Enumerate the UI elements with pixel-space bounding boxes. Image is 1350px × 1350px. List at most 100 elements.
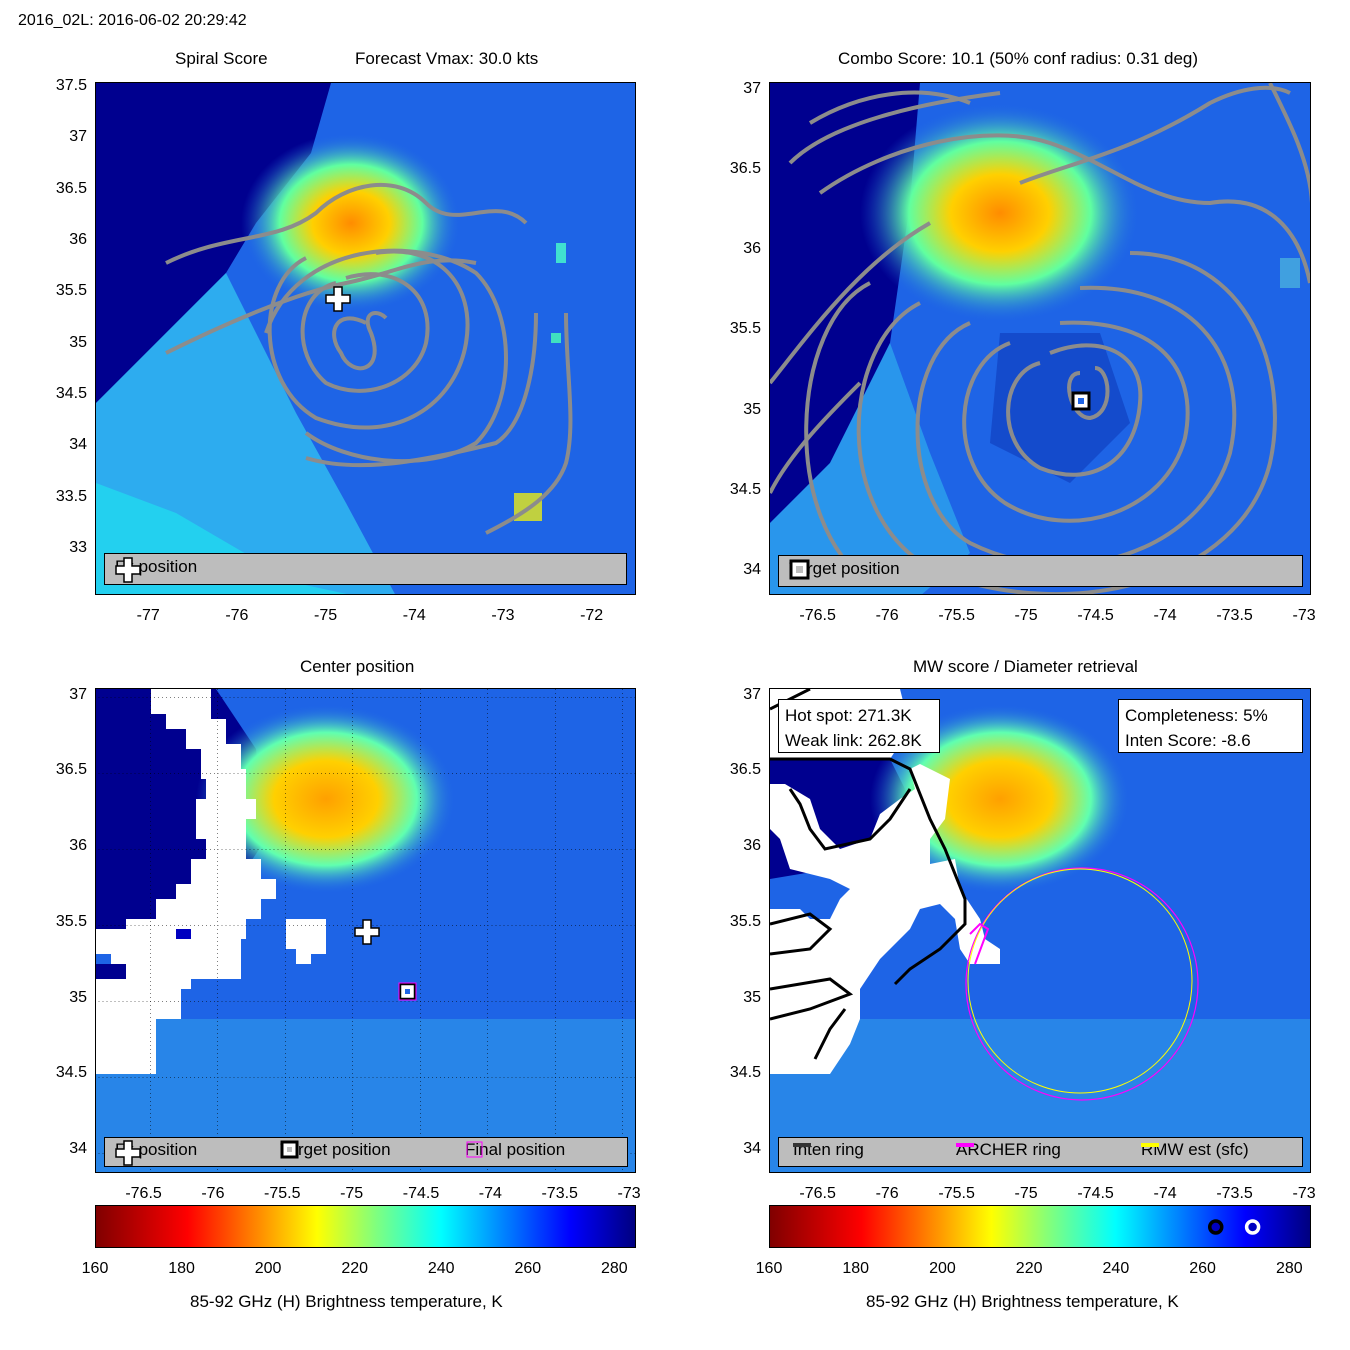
spiral-legend: Fx position (104, 553, 627, 585)
colorbar-tick-label: 260 (514, 1260, 542, 1277)
fx-plus-icon (115, 1140, 141, 1166)
y-tick-label: 36.5 (55, 761, 87, 779)
x-tick-label: -75.5 (938, 607, 975, 624)
hot-spot-value: Hot spot: 271.3K (785, 706, 912, 725)
combo-score-plot: Target position (769, 82, 1311, 595)
colorbar-tick-label: 220 (341, 1260, 369, 1277)
land-mask (770, 764, 1000, 1074)
y-tick-label: 35 (743, 400, 761, 418)
y-tick-label: 34.5 (729, 480, 761, 498)
hot-spot-marker (1244, 1219, 1261, 1235)
mw-panel-title: MW score / Diameter retrieval (913, 657, 1138, 676)
archer-ring (965, 867, 1199, 1101)
x-tick-label: -75 (1014, 1185, 1038, 1202)
colorbar-label-left: 85-92 GHz (H) Brightness temperature, K (190, 1292, 503, 1311)
figure-title: 2016_02L: 2016-06-02 20:29:42 (18, 12, 247, 29)
completeness-value: Completeness: 5% (1125, 706, 1268, 725)
center-target-marker (398, 982, 417, 1001)
y-tick-label: 34 (743, 1140, 761, 1158)
x-tick-label: -75 (314, 607, 338, 624)
colorbar-tick-label: 220 (1015, 1260, 1043, 1277)
y-tick-label: 34.5 (55, 384, 87, 402)
y-tick-label: 37 (743, 80, 761, 98)
legend-archer-label: ARCHER ring (956, 1140, 1061, 1159)
legend-final-label: Final position (465, 1140, 566, 1159)
x-tick-label: -72 (580, 607, 604, 624)
x-tick-label: -74 (478, 1185, 502, 1202)
x-tick-label: -73 (617, 1185, 641, 1202)
x-tick-label: -74.5 (402, 1185, 440, 1202)
colorbar-tick-label: 160 (755, 1260, 783, 1277)
colorbar-markers (1207, 1219, 1261, 1235)
y-tick-label: 35.5 (55, 282, 87, 300)
archer-ring-swatch-icon (956, 1143, 974, 1147)
target-square-icon (789, 559, 810, 580)
fx-position-marker (325, 286, 351, 312)
colorbar-tick-label: 260 (1189, 1260, 1216, 1277)
spiral-score-plot: Fx position (95, 82, 636, 595)
colorbar-tick-label: 200 (929, 1260, 956, 1277)
rmw-est-ring (967, 868, 1193, 1094)
center-fx-marker (354, 919, 380, 945)
mw-score-map (770, 689, 1310, 1172)
y-tick-label: 34.5 (55, 1064, 87, 1082)
y-tick-label: 35 (743, 988, 761, 1006)
colorbar-tick-label: 180 (168, 1260, 195, 1277)
center-position-plot: Fx position Target position Final positi… (95, 688, 636, 1173)
y-tick-label: 36.5 (55, 179, 87, 197)
x-tick-label: -73 (491, 607, 515, 624)
y-tick-label: 35.5 (55, 912, 87, 930)
colorbar-label-right: 85-92 GHz (H) Brightness temperature, K (866, 1292, 1179, 1311)
y-tick-label: 34.5 (729, 1064, 761, 1082)
x-tick-label: -73.5 (1216, 1185, 1253, 1202)
x-tick-label: -77 (136, 607, 160, 624)
y-tick-label: 35.5 (729, 320, 761, 338)
y-tick-label: 33 (69, 538, 87, 556)
x-tick-label: -75 (1014, 607, 1038, 624)
x-tick-label: -74 (1153, 1185, 1177, 1202)
y-tick-label: 37.5 (55, 77, 87, 95)
legend-rmw-label: RMW est (sfc) (1141, 1140, 1249, 1159)
target-position-marker (1071, 391, 1091, 411)
target-square-icon (280, 1140, 299, 1159)
x-tick-label: -76 (875, 1185, 899, 1202)
rmw-ring-swatch-icon (1141, 1143, 1159, 1147)
x-tick-label: -76.5 (799, 607, 836, 624)
x-tick-label: -75.5 (938, 1185, 975, 1202)
y-tick-label: 34 (743, 560, 761, 578)
center-panel-title: Center position (300, 657, 415, 676)
y-tick-label: 36 (69, 837, 87, 855)
combo-contours (770, 83, 1310, 594)
x-tick-label: -74.5 (1077, 607, 1114, 624)
x-tick-label: -74.5 (1077, 1185, 1114, 1202)
x-tick-label: -75.5 (264, 1185, 301, 1202)
y-tick-label: 37 (69, 128, 87, 146)
final-square-icon (466, 1141, 483, 1158)
x-tick-label: -76.5 (125, 1185, 162, 1202)
x-tick-label: -75 (340, 1185, 364, 1202)
weak-link-marker (1207, 1219, 1224, 1235)
combo-panel-title: Combo Score: 10.1 (50% conf radius: 0.31… (838, 49, 1199, 68)
y-tick-label: 34 (69, 436, 87, 454)
combo-score-map (770, 83, 1310, 594)
y-tick-label: 33.5 (55, 487, 87, 505)
mw-score-plot: Hot spot: 271.3K Weak link: 262.8K Compl… (769, 688, 1311, 1173)
inten-score-value: Inten Score: -8.6 (1125, 731, 1251, 750)
x-tick-label: -73 (1292, 607, 1316, 624)
x-tick-label: -73 (1292, 1185, 1316, 1202)
y-tick-label: 36 (69, 231, 87, 249)
x-tick-label: -74 (1153, 607, 1177, 624)
legend-target-label: Target position (280, 1140, 391, 1159)
mw-info-right: Completeness: 5% Inten Score: -8.6 (1118, 699, 1303, 753)
x-tick-label: -76 (201, 1185, 225, 1202)
y-tick-label: 36 (743, 240, 761, 258)
weak-link-value: Weak link: 262.8K (785, 731, 922, 750)
y-tick-label: 34 (69, 1140, 87, 1158)
mw-legend: Inten ring ARCHER ring RMW est (sfc) (778, 1137, 1303, 1167)
x-tick-label: -76.5 (799, 1185, 836, 1202)
colorbar-tick-label: 280 (601, 1260, 628, 1277)
spiral-contours (165, 182, 573, 535)
y-tick-label: 35 (69, 988, 87, 1006)
y-tick-label: 35.5 (729, 912, 761, 930)
spiral-panel-vmax: Forecast Vmax: 30.0 kts (355, 49, 539, 68)
